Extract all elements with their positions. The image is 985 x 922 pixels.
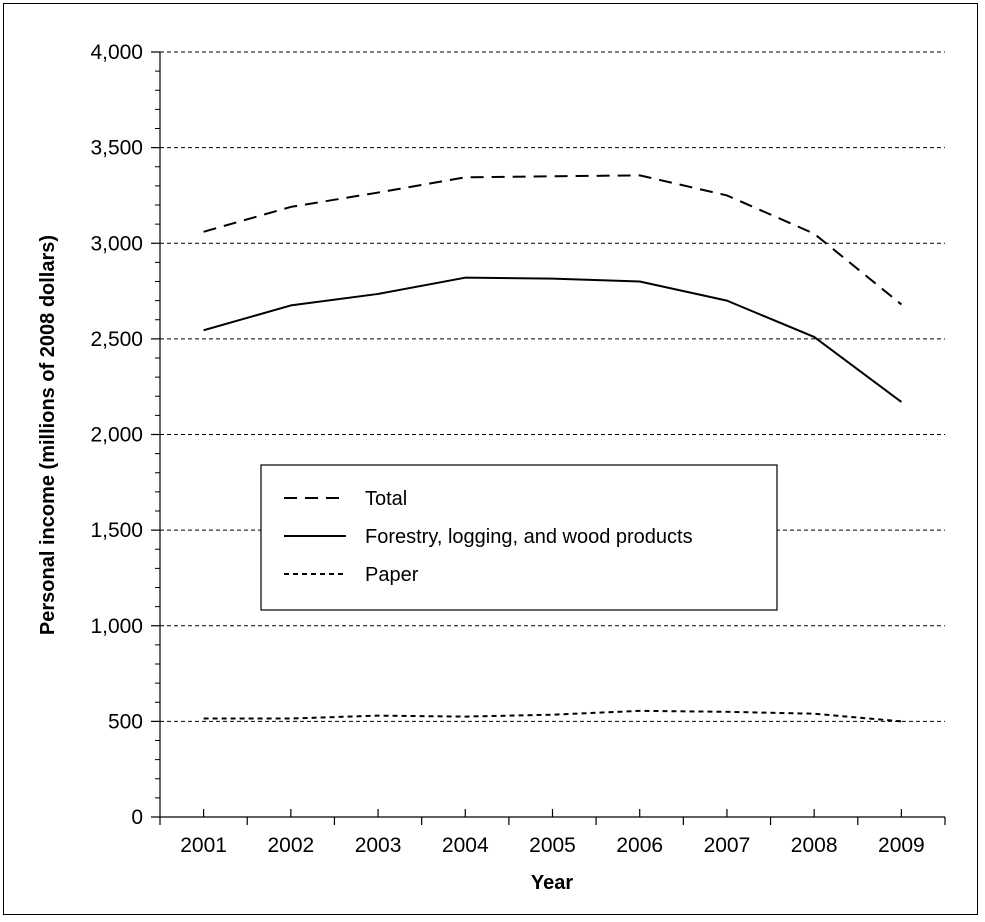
legend-label-total: Total <box>365 488 407 510</box>
x-tick-label-2004: 2004 <box>442 834 489 857</box>
x-axis-ticks: 2001 2002 2003 2004 2005 2006 2007 2008 2009 <box>159 809 946 857</box>
y-tick-label-500: 500 <box>108 710 143 733</box>
legend-label-paper: Paper <box>365 564 419 586</box>
chart-frame <box>3 3 978 915</box>
x-tick-label-2006: 2006 <box>616 834 663 857</box>
x-tick-label-2009: 2009 <box>878 834 925 857</box>
series-line-paper <box>203 709 902 723</box>
x-tick-label-2008: 2008 <box>791 834 838 857</box>
y-axis-title: Personal income (millions of 2008 dollar… <box>37 235 59 635</box>
y-tick-label-2500: 2,500 <box>90 328 143 351</box>
x-tick-label-2005: 2005 <box>529 834 576 857</box>
x-tick-label-2001: 2001 <box>180 834 227 857</box>
grid-lines <box>160 51 945 722</box>
y-tick-label-4000: 4,000 <box>90 41 143 64</box>
y-tick-label-2000: 2,000 <box>90 424 143 447</box>
x-tick-label-2003: 2003 <box>355 834 402 857</box>
y-tick-label-1000: 1,000 <box>90 615 143 638</box>
x-axis-title: Year <box>531 872 573 894</box>
series-line-total <box>203 174 903 306</box>
x-tick-label-2002: 2002 <box>267 834 314 857</box>
series-lines <box>203 174 903 723</box>
legend-box <box>260 464 778 611</box>
y-axis-ticks: 0 500 1,000 1,500 2,000 2,500 3,000 3,500 4,000 <box>90 41 160 829</box>
y-tick-label-3000: 3,000 <box>90 232 143 255</box>
series-line-forestry-logging-and-wood-products <box>203 276 902 403</box>
x-tick-label-2007: 2007 <box>704 834 751 857</box>
y-tick-label-3500: 3,500 <box>90 137 143 160</box>
y-tick-label-1500: 1,500 <box>90 519 143 542</box>
legend: Total Forestry, logging, and wood produc… <box>260 464 778 611</box>
legend-label-forestry: Forestry, logging, and wood products <box>365 526 693 548</box>
y-tick-label-0: 0 <box>131 806 143 829</box>
